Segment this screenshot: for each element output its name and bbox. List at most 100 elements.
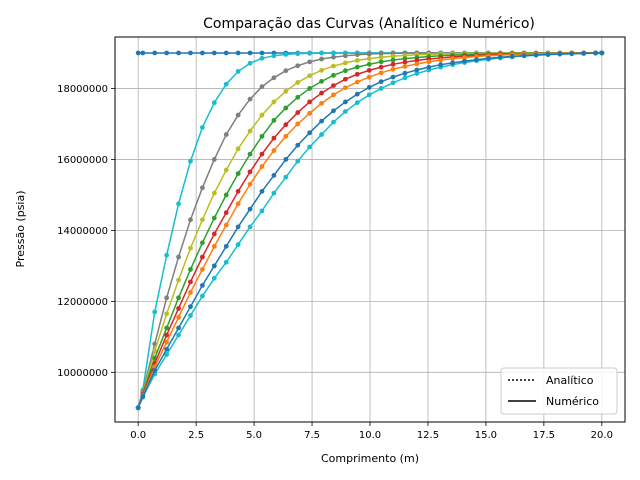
series-4-point — [342, 68, 348, 74]
y-tick-label: 18000000 — [57, 84, 108, 95]
series-4-point — [319, 78, 324, 84]
series-3-point — [247, 128, 253, 134]
series-0-point — [247, 50, 253, 56]
series-7-point — [200, 293, 205, 299]
series-7-point — [331, 119, 336, 125]
series-7-point — [259, 208, 265, 214]
y-axis: 10000000 12000000 14000000 16000000 18000000 — [57, 84, 115, 379]
series-8-point — [188, 304, 193, 310]
series-0-point — [188, 50, 193, 56]
series-7-point — [342, 109, 348, 114]
series-8-point — [307, 130, 313, 136]
series-8-point — [366, 84, 372, 90]
series-4-point — [307, 86, 313, 91]
series-1-point — [331, 50, 336, 56]
x-axis: 0.0 2.5 5.0 7.5 10.0 12.5 15.0 17.5 20.0 — [130, 422, 613, 441]
series-8-point — [135, 405, 141, 411]
series-2-point — [200, 185, 205, 191]
series-0-point — [176, 50, 181, 56]
series-8-point — [342, 99, 348, 105]
y-tick-label: 14000000 — [57, 226, 108, 237]
series-5-point — [259, 151, 265, 157]
series-8-point — [390, 74, 396, 80]
series-6-point — [450, 56, 456, 62]
series-2-point — [342, 53, 348, 59]
series-8-point — [176, 325, 181, 331]
series-2-point — [271, 75, 277, 81]
series-8-point — [438, 62, 444, 68]
series-4-point — [378, 59, 384, 65]
series-7-point — [164, 352, 170, 357]
series-6-point — [295, 121, 301, 127]
series-6-point — [366, 74, 372, 80]
series-5-point — [319, 90, 324, 96]
series-4-point — [283, 105, 289, 111]
series-2-point — [378, 51, 384, 57]
series-6-point — [223, 222, 229, 228]
series-7-point — [211, 275, 217, 281]
series-1-point — [188, 158, 193, 164]
series-8-point — [426, 64, 432, 70]
series-5-point — [247, 169, 253, 175]
series-2-point — [223, 132, 229, 137]
series-0-point — [211, 50, 217, 56]
series-6-point — [402, 64, 408, 69]
series-6-point — [247, 181, 253, 187]
series-8-point — [557, 51, 563, 57]
series-1-point — [223, 81, 229, 87]
series-8-point — [211, 263, 217, 269]
series-5-point — [307, 99, 313, 105]
series-0-point — [152, 50, 158, 56]
series-8-point — [474, 57, 479, 63]
series-1-point — [152, 309, 158, 315]
series-1-point — [176, 201, 181, 207]
series-0-point — [164, 50, 170, 56]
series-0-point — [135, 50, 141, 56]
series-6-point — [414, 61, 420, 67]
series-4-point — [223, 192, 229, 198]
series-1-point — [295, 51, 301, 57]
series-6-point — [438, 57, 444, 63]
y-tick-label: 12000000 — [57, 297, 108, 308]
series-1-point — [247, 60, 253, 66]
x-tick-label: 7.5 — [304, 430, 320, 441]
series-1-point — [164, 252, 170, 258]
series-8-point — [223, 243, 229, 249]
series-4-point — [295, 94, 301, 100]
x-tick-label: 2.5 — [188, 430, 204, 441]
series-1-point — [200, 125, 205, 130]
series-1-point — [271, 53, 277, 59]
series-2-point — [354, 52, 360, 58]
series-6-point — [462, 55, 467, 60]
series-6-point — [188, 290, 193, 295]
series-3-point — [188, 245, 193, 251]
series-5-point — [188, 279, 193, 285]
series-5-point — [223, 210, 229, 216]
series-7-point — [223, 259, 229, 265]
series-4-point — [247, 151, 253, 157]
series-5-point — [211, 231, 217, 237]
series-8-point — [569, 51, 575, 57]
y-tick-label: 10000000 — [57, 368, 108, 379]
series-6-point — [307, 110, 313, 116]
series-1-point — [319, 50, 324, 56]
series-8-point — [283, 157, 289, 162]
series-5-point — [200, 254, 205, 260]
x-tick-label: 12.5 — [417, 430, 439, 441]
series-4-point — [390, 57, 396, 63]
series-3-point — [223, 167, 229, 173]
series-6-point — [319, 100, 324, 106]
series-5-point — [235, 188, 241, 194]
series-8-point — [295, 142, 301, 148]
legend-analitico-label: Analítico — [546, 374, 594, 387]
series-6-point — [176, 314, 181, 320]
chart-title: Comparação das Curvas (Analítico e Numér… — [203, 16, 535, 32]
series-0-point — [200, 50, 205, 56]
series-8 — [135, 50, 605, 411]
series-2-point — [259, 84, 265, 90]
series-5-point — [378, 64, 384, 70]
series-7-point — [354, 100, 360, 106]
series-0-point — [223, 50, 229, 56]
series-3-point — [319, 67, 324, 73]
